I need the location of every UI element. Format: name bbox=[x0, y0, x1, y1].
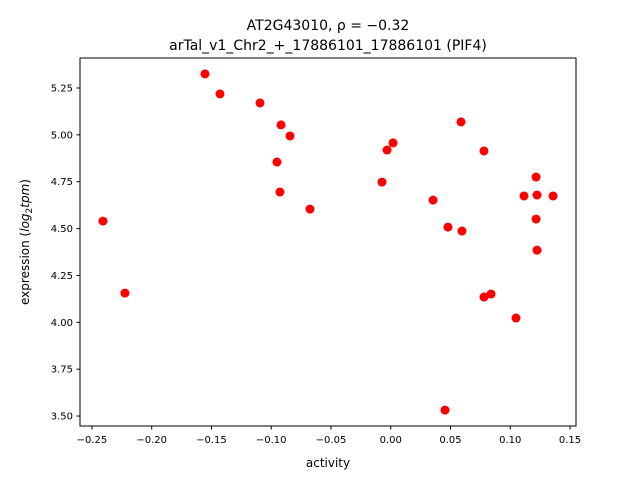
data-point bbox=[511, 313, 521, 323]
data-point bbox=[479, 146, 489, 156]
x-tick-label: −0.05 bbox=[316, 435, 347, 446]
y-axis-label: expression (log2tpm) bbox=[18, 179, 35, 305]
y-tick-label: 4.25 bbox=[51, 271, 73, 282]
data-point bbox=[215, 89, 225, 99]
data-point bbox=[519, 191, 529, 201]
data-point bbox=[440, 405, 450, 415]
y-tick-label: 4.75 bbox=[51, 177, 73, 188]
data-point bbox=[120, 288, 130, 298]
data-point bbox=[255, 98, 265, 108]
data-point bbox=[272, 157, 282, 167]
x-tick-label: 0.05 bbox=[439, 435, 461, 446]
x-tick-label: −0.20 bbox=[136, 435, 167, 446]
data-point bbox=[200, 69, 210, 79]
data-point bbox=[388, 138, 398, 148]
data-point bbox=[275, 187, 285, 197]
y-tick-label: 5.25 bbox=[51, 83, 73, 94]
plot-frame bbox=[79, 57, 577, 427]
data-point bbox=[443, 222, 453, 232]
x-tick-label: 0.15 bbox=[559, 435, 581, 446]
data-point bbox=[98, 216, 108, 226]
data-point bbox=[531, 214, 541, 224]
x-tick-label: 0.00 bbox=[380, 435, 402, 446]
data-point bbox=[276, 120, 286, 130]
data-point bbox=[486, 289, 496, 299]
data-point bbox=[548, 191, 558, 201]
data-point bbox=[532, 190, 542, 200]
data-point bbox=[532, 245, 542, 255]
x-tick-label: −0.15 bbox=[196, 435, 227, 446]
y-tick-label: 4.50 bbox=[51, 224, 73, 235]
data-point bbox=[457, 226, 467, 236]
data-point bbox=[377, 177, 387, 187]
y-tick-label: 3.50 bbox=[51, 412, 73, 423]
chart-title: AT2G43010, ρ = −0.32 bbox=[247, 18, 410, 34]
x-tick-label: −0.25 bbox=[77, 435, 108, 446]
y-tick-label: 4.00 bbox=[51, 318, 73, 329]
data-point bbox=[428, 195, 438, 205]
data-point bbox=[479, 292, 489, 302]
data-point bbox=[305, 204, 315, 214]
data-point bbox=[285, 131, 295, 141]
x-axis-label: activity bbox=[306, 456, 350, 470]
y-tick-label: 3.75 bbox=[51, 365, 73, 376]
data-point bbox=[531, 172, 541, 182]
data-point bbox=[456, 117, 466, 127]
x-tick-label: 0.10 bbox=[499, 435, 521, 446]
x-tick-label: −0.10 bbox=[256, 435, 287, 446]
chart-subtitle: arTal_v1_Chr2_+_17886101_17886101 (PIF4) bbox=[169, 38, 487, 54]
data-point bbox=[382, 145, 392, 155]
y-tick-label: 5.00 bbox=[51, 130, 73, 141]
